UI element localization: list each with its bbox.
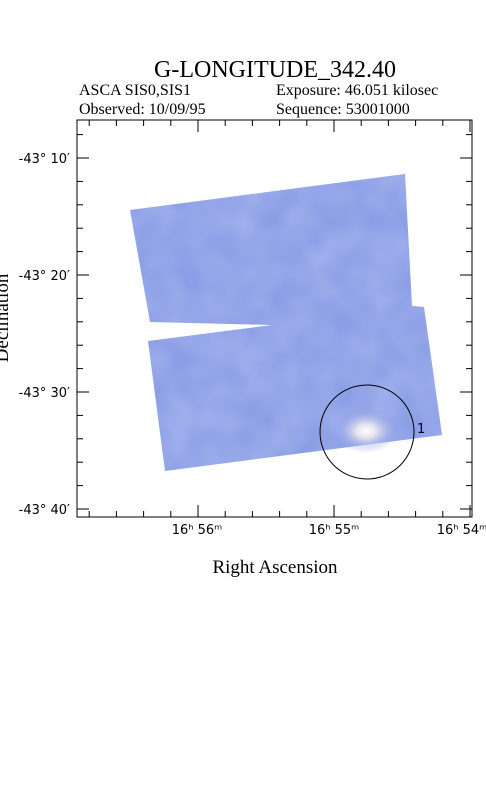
x-tick-label: 16ʰ 54ᵐ	[437, 523, 486, 538]
source-circle	[319, 384, 415, 480]
source-label: 1	[417, 422, 425, 437]
title: G-LONGITUDE_342.40	[154, 57, 396, 83]
sequence: Sequence: 53001000	[276, 101, 410, 118]
tick-marks	[77, 120, 472, 517]
sky-image	[130, 174, 442, 471]
observed: Observed: 10/09/95	[79, 101, 206, 118]
exposure: Exposure: 46.051 kilosec	[276, 82, 438, 99]
y-tick-label: -43° 40′	[19, 503, 70, 518]
y-tick-label: -43° 10′	[19, 152, 70, 167]
x-tick-label: 16ʰ 55ᵐ	[309, 523, 360, 538]
x-tick-label: 16ʰ 56ᵐ	[172, 523, 223, 538]
y-tick-label: -43° 20′	[19, 269, 70, 284]
plot-frame	[76, 119, 473, 518]
y-axis-label: Declination	[0, 273, 13, 362]
x-axis-label: Right Ascension	[212, 557, 338, 578]
y-tick-label: -43° 30′	[19, 386, 70, 401]
instrument: ASCA SIS0,SIS1	[79, 82, 191, 99]
